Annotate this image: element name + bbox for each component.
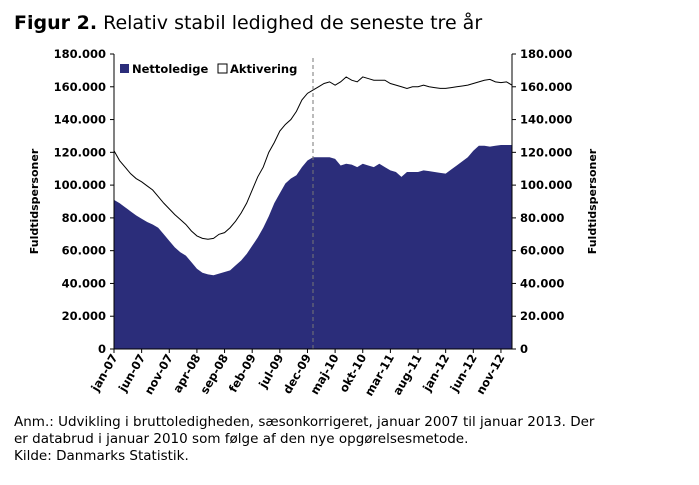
y-tick-label-right: 80.000 — [520, 211, 564, 225]
y-tick-label-left: 180.000 — [54, 47, 106, 61]
y-tick-label-right: 40.000 — [520, 276, 564, 290]
legend-label-aktivering: Aktivering — [230, 62, 297, 76]
y-axis-title-left: Fuldtidspersoner — [28, 148, 41, 254]
note-line-3: Kilde: Danmarks Statistik. — [14, 448, 189, 464]
legend-swatch-aktivering — [217, 63, 228, 74]
note-line-2: er databrud i januar 2010 som følge af d… — [14, 431, 469, 447]
y-tick-label-right: 180.000 — [520, 47, 572, 61]
y-tick-label-right: 160.000 — [520, 80, 572, 94]
y-tick-label-left: 40.000 — [62, 276, 106, 290]
y-tick-label-left: 80.000 — [62, 211, 106, 225]
legend-label-nettoledige: Nettoledige — [132, 62, 208, 76]
y-tick-label-left: 60.000 — [62, 244, 106, 258]
figure-label: Figur 2. — [14, 12, 98, 34]
y-tick-label-right: 0 — [520, 342, 528, 356]
y-tick-label-left: 140.000 — [54, 113, 106, 127]
y-tick-label-left: 120.000 — [54, 145, 106, 159]
note-line-1: Anm.: Udvikling i bruttoledigheden, sæso… — [14, 414, 595, 430]
figure-title-text: Relativ stabil ledighed de seneste tre å… — [103, 12, 483, 34]
x-tick-label: feb-09 — [226, 352, 259, 395]
y-tick-label-right: 60.000 — [520, 244, 564, 258]
y-tick-label-right: 120.000 — [520, 145, 572, 159]
y-tick-label-left: 100.000 — [54, 178, 106, 192]
y-axis-title-right: Fuldtidspersoner — [586, 148, 599, 254]
area-chart: 0 0 20.000 20.000 40.000 40.000 60.000 60.000 80… — [28, 47, 599, 399]
chart-notes: Anm.: Udvikling i bruttoledigheden, sæso… — [14, 414, 694, 465]
y-tick-label-left: 160.000 — [54, 80, 106, 94]
y-tick-label-right: 100.000 — [520, 178, 572, 192]
y-tick-label-right: 140.000 — [520, 113, 572, 127]
y-tick-label-left: 20.000 — [62, 309, 106, 323]
legend-swatch-nettoledige — [120, 64, 129, 73]
y-tick-label-right: 20.000 — [520, 309, 564, 323]
aktivering-line — [113, 76, 513, 240]
y-tick-label-left: 0 — [98, 342, 106, 356]
nettoledige-area — [114, 144, 512, 349]
figure-title: Figur 2. Relativ stabil ledighed de sene… — [14, 12, 482, 34]
